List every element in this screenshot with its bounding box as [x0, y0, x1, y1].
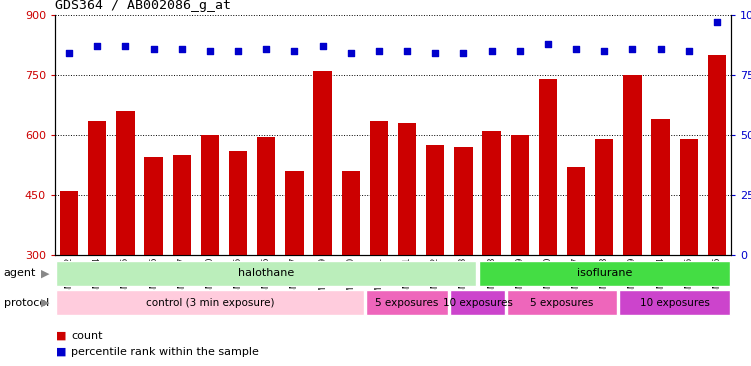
Bar	[482, 131, 501, 366]
Text: 10 exposures: 10 exposures	[442, 298, 512, 307]
Point	[683, 48, 695, 54]
Point	[232, 48, 244, 54]
Point	[711, 19, 723, 25]
Bar	[88, 121, 107, 366]
Bar	[398, 123, 416, 366]
Text: control (3 min exposure): control (3 min exposure)	[146, 298, 274, 307]
Text: halothane: halothane	[238, 269, 294, 279]
Point	[204, 48, 216, 54]
Bar	[507, 290, 617, 315]
Point	[345, 51, 357, 56]
Point	[261, 46, 273, 52]
Bar	[342, 171, 360, 366]
Point	[373, 48, 385, 54]
Bar	[567, 167, 585, 366]
Point	[148, 46, 160, 52]
Point	[119, 43, 131, 49]
Bar	[369, 121, 388, 366]
Text: count: count	[71, 331, 103, 341]
Point	[514, 48, 526, 54]
Point	[570, 46, 582, 52]
Bar	[680, 139, 698, 366]
Text: ■: ■	[56, 331, 67, 341]
Point	[176, 46, 188, 52]
Bar	[478, 261, 730, 286]
Bar	[651, 119, 670, 366]
Bar	[538, 79, 557, 366]
Bar	[144, 157, 163, 366]
Point	[486, 48, 498, 54]
Text: ■: ■	[56, 347, 67, 357]
Text: percentile rank within the sample: percentile rank within the sample	[71, 347, 259, 357]
Text: 5 exposures: 5 exposures	[376, 298, 439, 307]
Bar	[366, 290, 448, 315]
Bar	[426, 145, 445, 366]
Point	[401, 48, 413, 54]
Bar	[451, 290, 505, 315]
Point	[288, 48, 300, 54]
Bar	[257, 137, 276, 366]
Bar	[623, 75, 641, 366]
Text: 5 exposures: 5 exposures	[530, 298, 594, 307]
Bar	[116, 111, 134, 366]
Bar	[173, 155, 191, 366]
Bar	[707, 55, 726, 366]
Point	[655, 46, 667, 52]
Point	[63, 51, 75, 56]
Bar	[285, 171, 303, 366]
Bar	[201, 135, 219, 366]
Point	[626, 46, 638, 52]
Bar	[620, 290, 730, 315]
Text: protocol: protocol	[4, 298, 49, 307]
Point	[430, 51, 442, 56]
Text: agent: agent	[4, 269, 36, 279]
Point	[457, 51, 469, 56]
Bar	[313, 71, 332, 366]
Point	[599, 48, 611, 54]
Text: ▶: ▶	[41, 298, 49, 307]
Text: GDS364 / AB002086_g_at: GDS364 / AB002086_g_at	[55, 0, 231, 12]
Point	[542, 41, 554, 47]
Text: ▶: ▶	[41, 269, 49, 279]
Bar	[229, 151, 247, 366]
Point	[91, 43, 103, 49]
Bar	[60, 191, 78, 366]
Bar	[56, 290, 363, 315]
Bar	[595, 139, 614, 366]
Bar	[454, 147, 472, 366]
Bar	[56, 261, 476, 286]
Point	[317, 43, 329, 49]
Bar	[511, 135, 529, 366]
Text: isoflurane: isoflurane	[577, 269, 632, 279]
Text: 10 exposures: 10 exposures	[640, 298, 710, 307]
